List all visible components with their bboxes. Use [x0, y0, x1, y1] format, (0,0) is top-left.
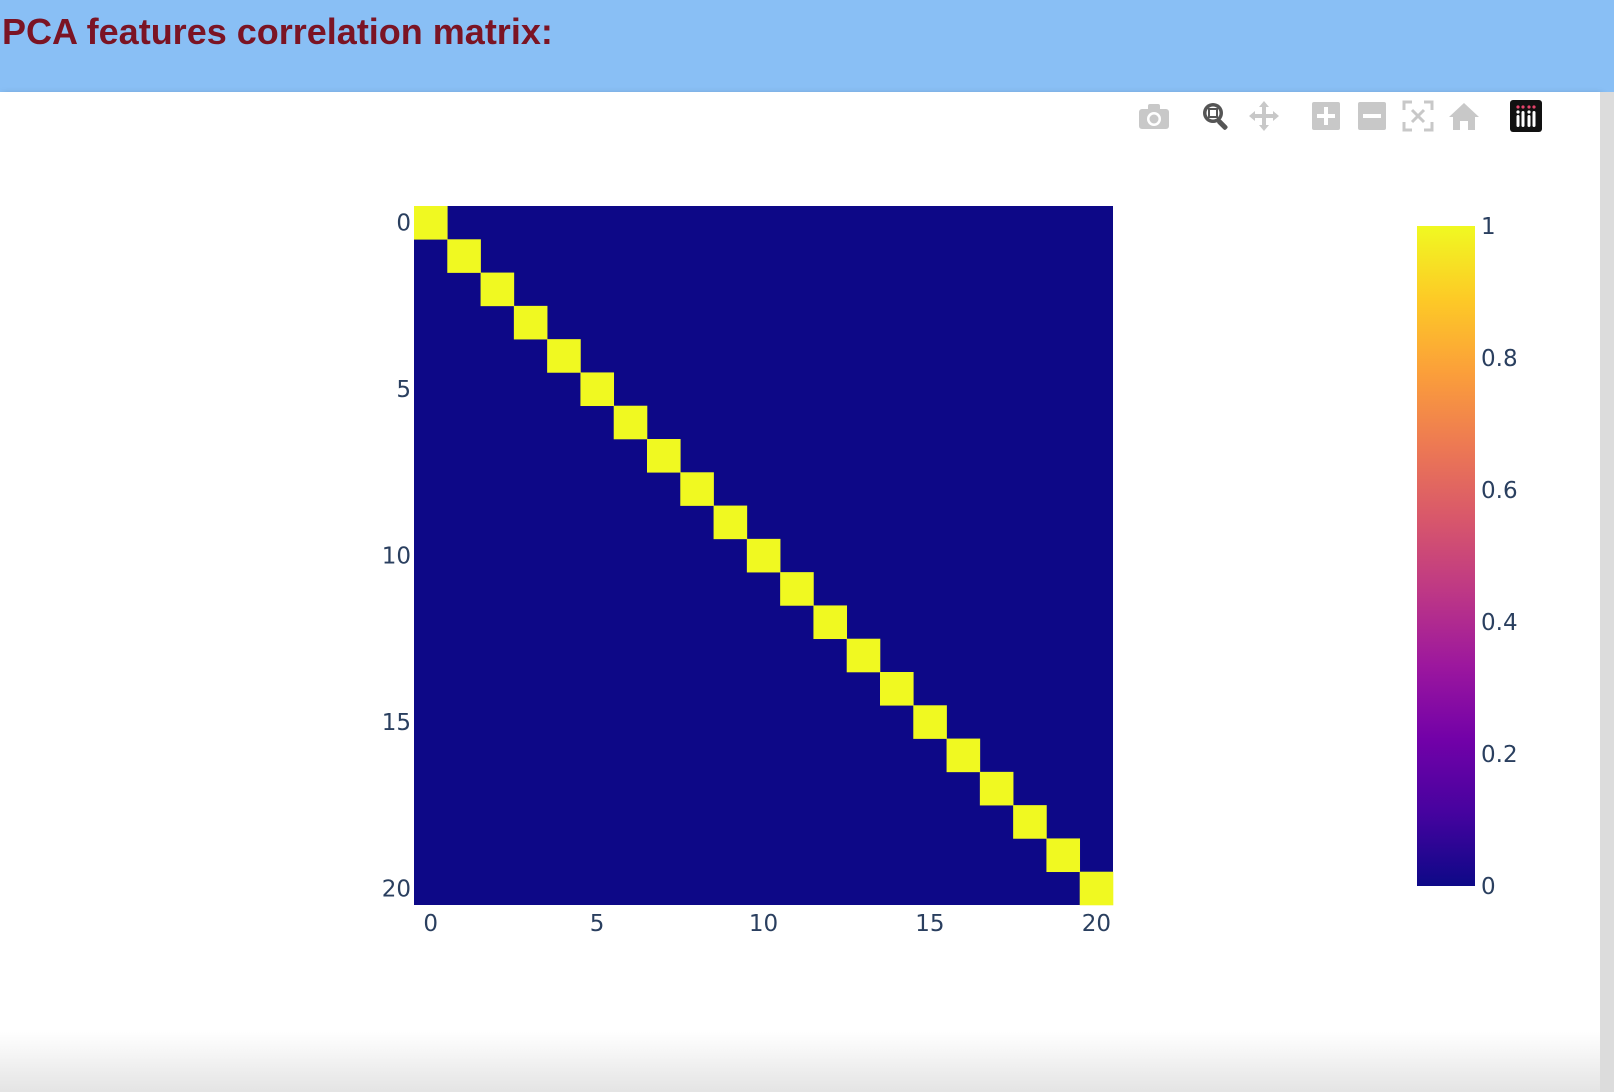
- download-plot-button[interactable]: [1136, 98, 1172, 134]
- x-tick-label: 15: [915, 911, 944, 937]
- heatmap-cell[interactable]: [746, 538, 781, 573]
- right-scroll-strip: [1600, 92, 1614, 1092]
- y-tick-label: 0: [396, 211, 411, 237]
- heatmap-cell[interactable]: [580, 372, 615, 407]
- heatmap-cell[interactable]: [813, 605, 848, 640]
- heatmap-cells[interactable]: [414, 206, 1114, 906]
- pan-icon: [1249, 101, 1279, 131]
- zoom-in-icon: [1312, 102, 1340, 130]
- heatmap-cell[interactable]: [547, 339, 581, 373]
- zoom-in-button[interactable]: [1308, 98, 1344, 134]
- heatmap-cell[interactable]: [513, 305, 548, 340]
- page-title: PCA features correlation matrix:: [2, 11, 553, 52]
- zoom-out-icon: [1358, 102, 1386, 130]
- x-tick-label: 5: [590, 911, 605, 937]
- plot-panel: [0, 92, 1600, 1092]
- heatmap-cell[interactable]: [780, 572, 814, 606]
- y-tick-label: 5: [396, 377, 411, 403]
- heatmap-cell[interactable]: [1079, 871, 1114, 906]
- pan-button[interactable]: [1246, 98, 1282, 134]
- heatmap-cell[interactable]: [913, 705, 947, 739]
- heatmap-cell[interactable]: [1046, 838, 1081, 873]
- colorbar: [1417, 226, 1475, 886]
- x-axis-ticks: 0 5 10 15 20: [423, 911, 1111, 937]
- zoom-icon: [1203, 103, 1228, 130]
- heatmap-cell[interactable]: [414, 206, 448, 240]
- zoom-button[interactable]: [1198, 98, 1234, 134]
- y-tick-label: 10: [382, 544, 411, 570]
- y-tick-label: 15: [382, 710, 411, 736]
- colorbar-tick-label: 0.8: [1481, 346, 1518, 372]
- autoscale-button[interactable]: [1400, 98, 1436, 134]
- heatmap-cell[interactable]: [680, 472, 714, 506]
- page-header: PCA features correlation matrix:: [0, 0, 1614, 92]
- heatmap-cell[interactable]: [480, 272, 515, 307]
- y-tick-label: 20: [382, 876, 411, 902]
- colorbar-tick-label: 0.4: [1481, 610, 1518, 636]
- heatmap-cell[interactable]: [946, 738, 981, 773]
- colorbar-ticks: 0 0.2 0.4 0.6 0.8 1: [1481, 214, 1518, 900]
- y-axis-ticks: 0 5 10 15 20: [382, 211, 411, 903]
- home-icon: [1449, 103, 1479, 130]
- plotly-logo-icon: [1510, 100, 1542, 132]
- camera-icon: [1139, 104, 1169, 129]
- x-tick-label: 0: [423, 911, 438, 937]
- heatmap-cell[interactable]: [880, 672, 914, 706]
- zoom-out-button[interactable]: [1354, 98, 1390, 134]
- x-tick-label: 20: [1082, 911, 1111, 937]
- colorbar-tick-label: 0.2: [1481, 742, 1518, 768]
- heatmap-cell[interactable]: [447, 239, 481, 273]
- heatmap-cell[interactable]: [613, 405, 648, 440]
- plotly-logo-button[interactable]: [1508, 98, 1544, 134]
- heatmap-cell[interactable]: [846, 638, 881, 673]
- x-tick-label: 10: [749, 911, 778, 937]
- heatmap-cell[interactable]: [713, 505, 748, 540]
- autoscale-icon: [1402, 100, 1434, 132]
- colorbar-tick-label: 0.6: [1481, 478, 1518, 504]
- colorbar-tick-label: 1: [1481, 214, 1496, 240]
- heatmap-cell[interactable]: [647, 439, 681, 473]
- heatmap-cell[interactable]: [1013, 805, 1047, 839]
- heatmap-cell[interactable]: [979, 771, 1014, 806]
- reset-axes-button[interactable]: [1446, 98, 1482, 134]
- colorbar-tick-label: 0: [1481, 874, 1496, 900]
